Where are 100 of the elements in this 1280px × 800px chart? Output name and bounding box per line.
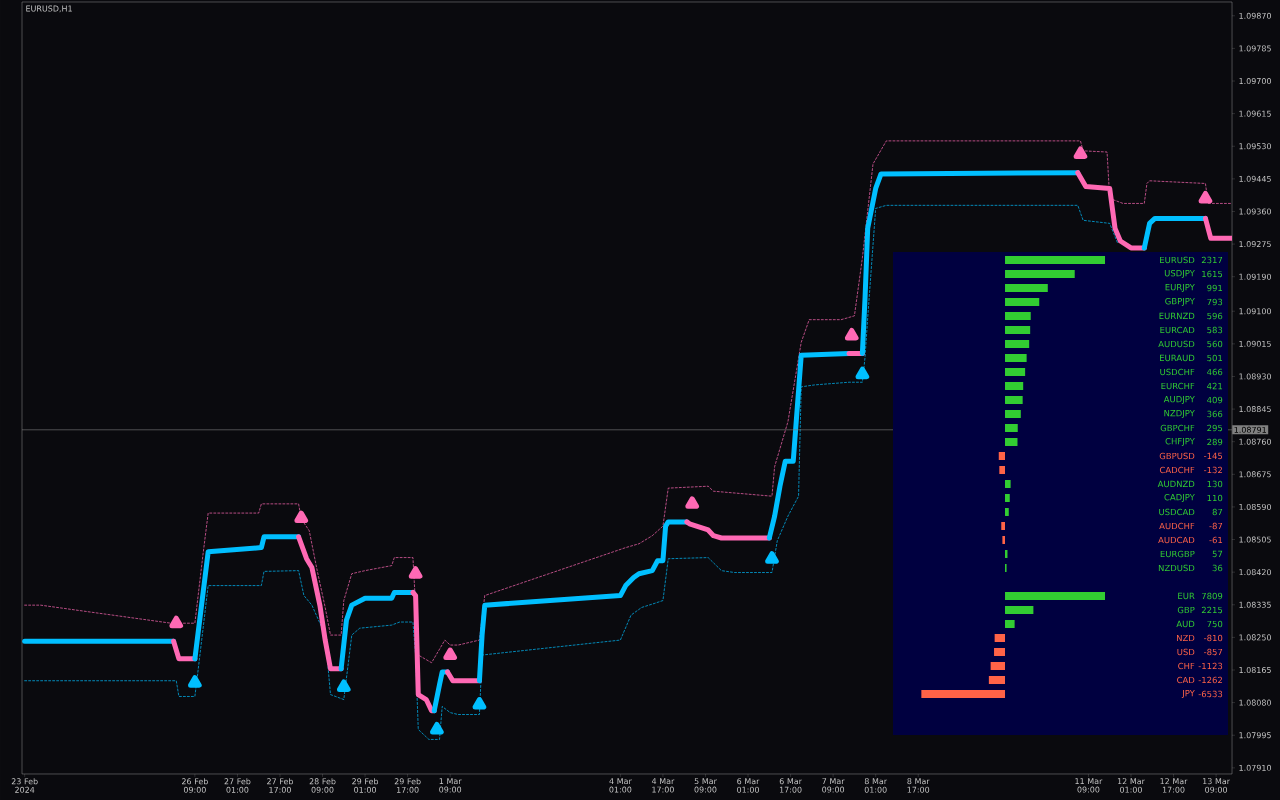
y-tick-label: JPY [1181, 690, 1195, 698]
y-tick-label: AUDUSD [1158, 340, 1195, 348]
point [336, 679, 351, 692]
data-label: -132 [1204, 466, 1222, 474]
bar [1005, 269, 1075, 278]
bar [1005, 409, 1021, 418]
point [765, 551, 779, 564]
y-tick-label: CADCHF [1159, 466, 1195, 474]
data-label: 130 [1207, 480, 1223, 488]
y-tick-label: EURAUD [1160, 354, 1195, 362]
data-label: -1262 [1198, 676, 1222, 684]
y-tick-label: USDJPY [1164, 270, 1195, 278]
y-tick-label: EUR [1178, 592, 1195, 600]
data-label: 1615 [1202, 270, 1223, 278]
bar [1005, 297, 1040, 306]
data-label: 289 [1207, 438, 1223, 446]
bar [1005, 507, 1009, 516]
y-tick-label: NZDUSD [1158, 564, 1195, 572]
point [188, 675, 202, 688]
bar [988, 675, 1006, 684]
bar [994, 647, 1006, 656]
data-label: -810 [1204, 634, 1223, 642]
y-tick-label: EURUSD [1160, 256, 1195, 264]
bar [990, 661, 1006, 670]
data-label: 2215 [1201, 606, 1223, 614]
data-label: 583 [1207, 326, 1223, 334]
y-tick-label: USD [1177, 648, 1195, 656]
bar [998, 451, 1006, 460]
data-label: -61 [1209, 536, 1223, 544]
data-label: -87 [1209, 522, 1223, 530]
point [855, 366, 870, 380]
data-label: 36 [1212, 564, 1223, 572]
data-label: 750 [1207, 620, 1223, 628]
point [443, 647, 458, 661]
data-label: 87 [1212, 508, 1223, 516]
point [1198, 190, 1213, 204]
point [294, 510, 309, 524]
data-label: 596 [1207, 312, 1223, 320]
data-label: -6533 [1198, 690, 1223, 698]
bar [1005, 479, 1011, 488]
bar [1001, 521, 1006, 530]
y-tick-label: AUDCHF [1159, 522, 1195, 530]
point [685, 496, 700, 509]
data-label: 421 [1207, 382, 1223, 390]
data-label: 793 [1207, 298, 1223, 306]
bar [999, 465, 1006, 474]
data-label: -1123 [1198, 662, 1223, 670]
bar [1005, 619, 1015, 628]
y-tick-label: EURGBP [1160, 550, 1195, 558]
y-tick-label: CHF [1178, 662, 1195, 670]
data-label: -145 [1204, 452, 1223, 460]
bar [1005, 353, 1027, 362]
y-tick-label: GBPUSD [1159, 452, 1195, 460]
y-tick-label: NZDJPY [1164, 410, 1195, 418]
y-tick-label: NZD [1176, 634, 1195, 642]
bar [1005, 325, 1031, 334]
bar [921, 689, 1006, 698]
bar [994, 633, 1006, 642]
bar [1005, 255, 1106, 264]
data-label: -857 [1204, 648, 1223, 656]
y-tick-label: EURJPY [1165, 284, 1195, 292]
y-tick-label: EURNZD [1159, 312, 1195, 320]
y-tick-label: USDCAD [1159, 508, 1195, 516]
bar [1005, 381, 1024, 390]
y-tick-label: EURCAD [1160, 326, 1195, 334]
bar [1005, 493, 1010, 502]
y-tick-label: CAD [1177, 676, 1195, 684]
data-label: 295 [1207, 424, 1223, 432]
point [169, 615, 184, 629]
y-tick-label: GBP [1177, 606, 1195, 614]
data-label: 110 [1207, 494, 1223, 502]
bar [1005, 311, 1031, 320]
data-label: 2317 [1201, 256, 1223, 264]
data-label: 501 [1207, 354, 1223, 362]
point [1073, 146, 1088, 159]
y-tick-label: CHFJPY [1165, 438, 1195, 446]
bar [1005, 339, 1030, 348]
y-tick-label: GBPJPY [1165, 298, 1195, 306]
bar [1005, 591, 1106, 600]
data-label: 57 [1212, 550, 1223, 558]
bar [1005, 437, 1018, 446]
bar [1005, 367, 1026, 376]
bar [1002, 535, 1006, 544]
bar [1005, 423, 1018, 432]
data-label: 991 [1207, 284, 1223, 292]
data-label: 409 [1207, 396, 1223, 404]
point [472, 697, 487, 710]
y-tick-label: CADJPY [1164, 494, 1195, 502]
point [430, 721, 444, 735]
y-tick-label: AUDCAD [1158, 536, 1195, 544]
point [408, 566, 423, 579]
data-label: 7809 [1201, 592, 1223, 600]
data-label: 366 [1207, 410, 1223, 418]
y-tick-label: GBPCHF [1160, 424, 1195, 432]
y-tick-label: USDCHF [1160, 368, 1195, 376]
bar [1005, 395, 1023, 404]
y-tick-label: EURCHF [1161, 382, 1195, 390]
data-label: 560 [1207, 340, 1223, 348]
y-tick-label: AUDNZD [1157, 480, 1195, 488]
y-tick-label: AUDJPY [1163, 396, 1195, 404]
